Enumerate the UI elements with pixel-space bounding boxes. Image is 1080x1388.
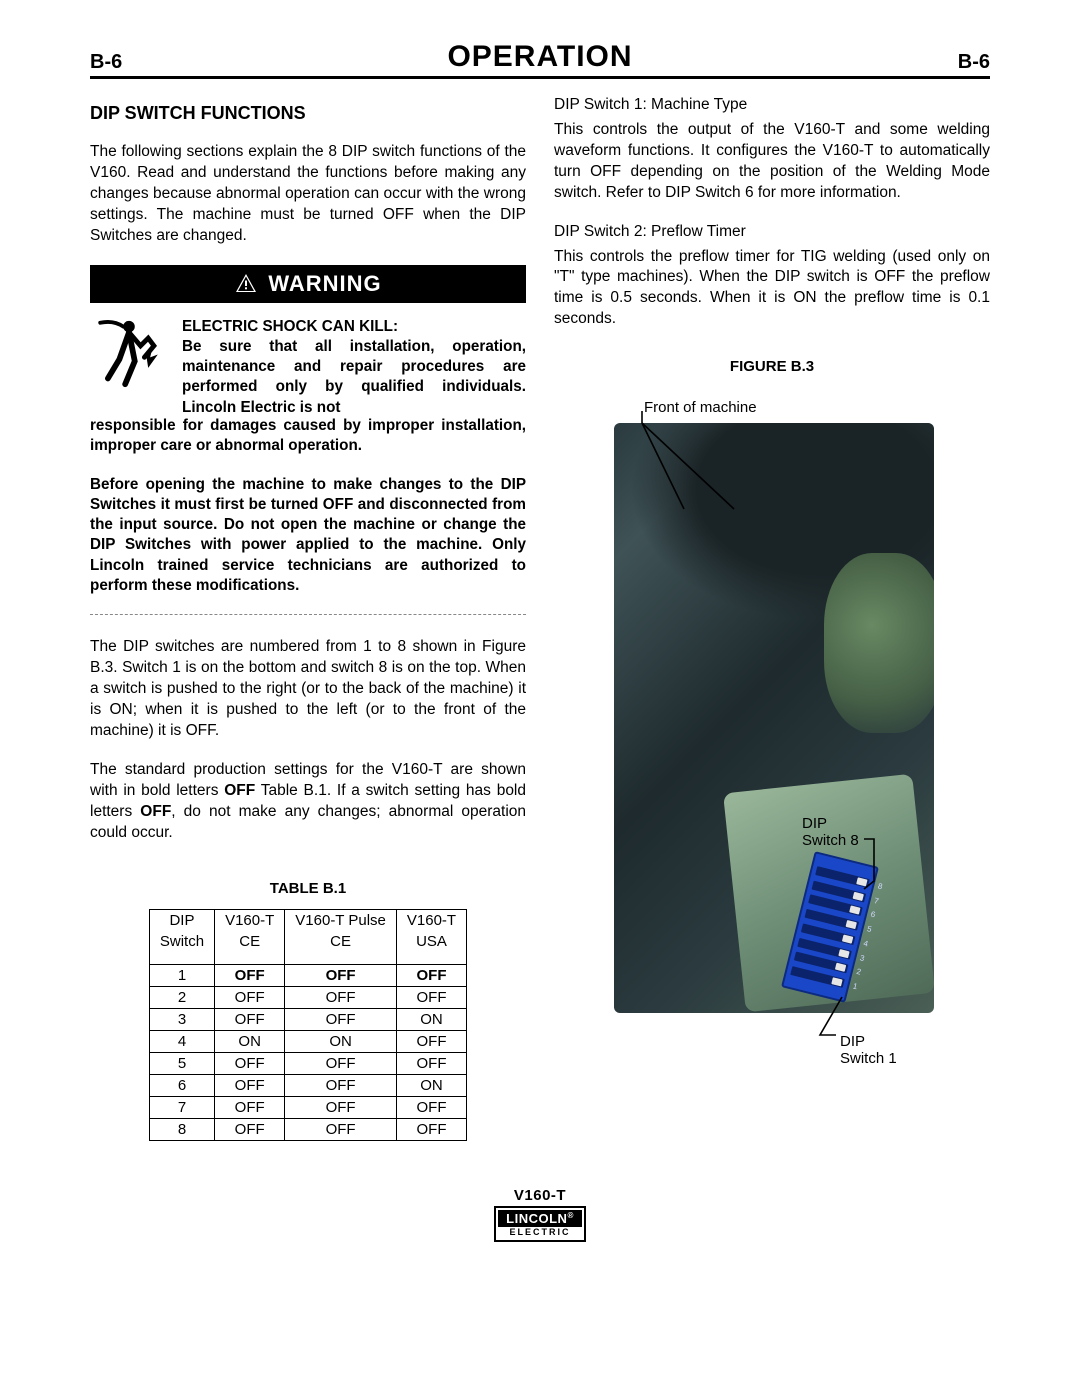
shock-paragraph-2: Before opening the machine to make chang… bbox=[90, 475, 526, 597]
after2-bold2: OFF bbox=[140, 803, 171, 820]
left-column: DIP SWITCH FUNCTIONS The following secti… bbox=[90, 95, 526, 1141]
page-title: OPERATION bbox=[447, 40, 632, 74]
warning-label: WARNING bbox=[268, 271, 381, 297]
dip-switch-table: DIP V160-T V160-T Pulse V160-T Switch CE… bbox=[149, 909, 467, 1141]
table-cell: OFF bbox=[215, 1052, 285, 1074]
callout-switch1: DIP Switch 1 bbox=[840, 1033, 897, 1067]
table-cell: ON bbox=[215, 1030, 285, 1052]
th-ce1: CE bbox=[215, 931, 285, 965]
page-number-right: B-6 bbox=[958, 51, 990, 74]
table-row: 6OFFOFFON bbox=[149, 1074, 466, 1096]
callout-s1-line2: Switch 1 bbox=[840, 1050, 897, 1067]
table-cell: OFF bbox=[215, 964, 285, 986]
table-caption: TABLE B.1 bbox=[90, 880, 526, 897]
table-cell: 4 bbox=[149, 1030, 214, 1052]
electric-shock-icon bbox=[90, 317, 168, 418]
intro-paragraph: The following sections explain the 8 DIP… bbox=[90, 142, 526, 247]
th-ce2: CE bbox=[285, 931, 397, 965]
after-paragraph-2: The standard production settings for the… bbox=[90, 760, 526, 844]
table-cell: 5 bbox=[149, 1052, 214, 1074]
table-cell: 6 bbox=[149, 1074, 214, 1096]
table-cell: OFF bbox=[215, 1074, 285, 1096]
table-cell: OFF bbox=[285, 1096, 397, 1118]
after-paragraph-1: The DIP switches are numbered from 1 to … bbox=[90, 637, 526, 742]
dip1-paragraph: This controls the output of the V160-T a… bbox=[554, 120, 990, 204]
shock-warning-block: ELECTRIC SHOCK CAN KILL: Be sure that al… bbox=[90, 317, 526, 418]
brand-registered-icon: ® bbox=[567, 1211, 573, 1220]
dashed-separator bbox=[90, 614, 526, 615]
table-cell: ON bbox=[285, 1030, 397, 1052]
section-heading: DIP SWITCH FUNCTIONS bbox=[90, 103, 526, 124]
figure-b3: 8 7 6 5 4 3 2 1 Front of machine DIP Swi… bbox=[582, 397, 962, 1037]
table-row: 2OFFOFFOFF bbox=[149, 986, 466, 1008]
content-columns: DIP SWITCH FUNCTIONS The following secti… bbox=[90, 95, 990, 1141]
th-switch: Switch bbox=[149, 931, 214, 965]
table-cell: OFF bbox=[285, 1074, 397, 1096]
table-cell: OFF bbox=[215, 986, 285, 1008]
table-row: 8OFFOFFOFF bbox=[149, 1118, 466, 1140]
table-cell: OFF bbox=[396, 1096, 466, 1118]
page-header: B-6 OPERATION B-6 bbox=[90, 40, 990, 79]
table-cell: OFF bbox=[396, 1052, 466, 1074]
table-cell: OFF bbox=[285, 964, 397, 986]
table-cell: OFF bbox=[215, 1008, 285, 1030]
shock-paragraph-1-bottom: responsible for damages caused by improp… bbox=[90, 416, 526, 457]
table-cell: 1 bbox=[149, 964, 214, 986]
table-cell: OFF bbox=[396, 964, 466, 986]
table-cell: ON bbox=[396, 1074, 466, 1096]
table-cell: OFF bbox=[285, 1118, 397, 1140]
page-footer: V160-T LINCOLN® ELECTRIC bbox=[90, 1187, 990, 1242]
table-cell: OFF bbox=[396, 1030, 466, 1052]
th-dip: DIP bbox=[149, 909, 214, 931]
table-row: 3OFFOFFON bbox=[149, 1008, 466, 1030]
table-cell: OFF bbox=[215, 1096, 285, 1118]
right-column: DIP Switch 1: Machine Type This controls… bbox=[554, 95, 990, 1141]
table-cell: 3 bbox=[149, 1008, 214, 1030]
brand-name: LINCOLN bbox=[506, 1211, 567, 1226]
table-cell: OFF bbox=[396, 986, 466, 1008]
brand-badge: LINCOLN® ELECTRIC bbox=[494, 1206, 586, 1242]
dip2-paragraph: This controls the preflow timer for TIG … bbox=[554, 247, 990, 331]
brand-subname: ELECTRIC bbox=[498, 1227, 582, 1238]
figure-caption: FIGURE B.3 bbox=[554, 358, 990, 375]
shock-heading: ELECTRIC SHOCK CAN KILL: bbox=[182, 318, 398, 335]
table-row: 5OFFOFFOFF bbox=[149, 1052, 466, 1074]
table-cell: 8 bbox=[149, 1118, 214, 1140]
footer-model: V160-T bbox=[90, 1187, 990, 1204]
callout-front: Front of machine bbox=[644, 399, 757, 416]
table-row: 7OFFOFFOFF bbox=[149, 1096, 466, 1118]
th-v160tusa: V160-T bbox=[396, 909, 466, 931]
table-cell: 2 bbox=[149, 986, 214, 1008]
warning-triangle-icon bbox=[234, 272, 258, 296]
th-v160t: V160-T bbox=[215, 909, 285, 931]
table-cell: ON bbox=[396, 1008, 466, 1030]
warning-banner: WARNING bbox=[90, 265, 526, 303]
dip2-heading: DIP Switch 2: Preflow Timer bbox=[554, 222, 990, 243]
callout-switch8: DIP Switch 8 bbox=[802, 815, 859, 849]
table-cell: OFF bbox=[396, 1118, 466, 1140]
table-cell: OFF bbox=[215, 1118, 285, 1140]
table-row: 1OFFOFFOFF bbox=[149, 964, 466, 986]
th-usa: USA bbox=[396, 931, 466, 965]
table-cell: OFF bbox=[285, 986, 397, 1008]
callout-s8-line2: Switch 8 bbox=[802, 832, 859, 849]
callout-s8-line1: DIP bbox=[802, 815, 827, 832]
table-cell: 7 bbox=[149, 1096, 214, 1118]
shock-heading-text: ELECTRIC SHOCK CAN KILL: Be sure that al… bbox=[182, 317, 526, 418]
th-v160tpulse: V160-T Pulse bbox=[285, 909, 397, 931]
table-cell: OFF bbox=[285, 1052, 397, 1074]
table-cell: OFF bbox=[285, 1008, 397, 1030]
page-number-left: B-6 bbox=[90, 51, 122, 74]
shock-paragraph-1-top: Be sure that all installation, opera­tio… bbox=[182, 338, 526, 416]
dip1-heading: DIP Switch 1: Machine Type bbox=[554, 95, 990, 116]
after2-bold1: OFF bbox=[224, 782, 255, 799]
table-row: 4ONONOFF bbox=[149, 1030, 466, 1052]
